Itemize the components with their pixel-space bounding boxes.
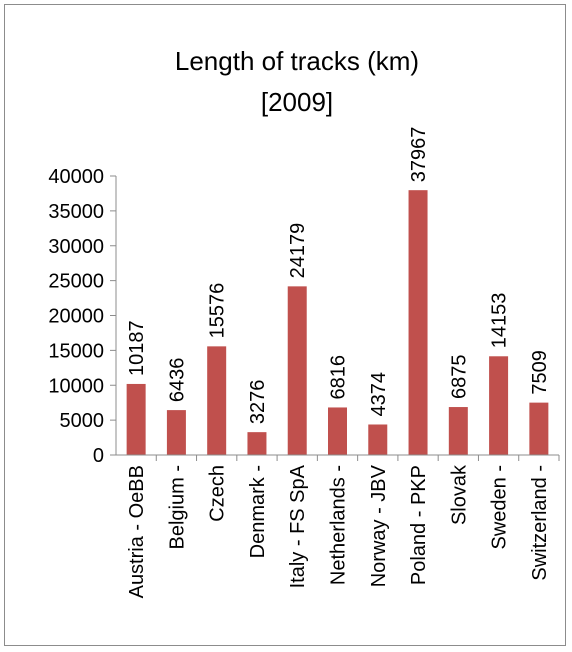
category-label: Sweden - <box>489 465 511 549</box>
chart-frame <box>4 4 566 646</box>
y-tick-label: 30000 <box>48 236 104 258</box>
y-tick-label: 5000 <box>60 410 105 432</box>
bar-value-label: 6816 <box>328 355 350 400</box>
y-axis-ticks: 0 5000 10000 15000 20000 25000 30000 35000 40000 <box>48 166 116 467</box>
category-label: Belgium - <box>166 465 188 549</box>
bar-value-label: 24179 <box>287 223 309 279</box>
y-tick-label: 35000 <box>48 201 104 223</box>
y-tick-label: 0 <box>93 445 104 467</box>
bar <box>368 424 388 455</box>
category-label: Italy - FS SpA <box>287 464 309 588</box>
bar <box>247 432 267 455</box>
category-label: Norway - JBV <box>368 464 390 587</box>
value-labels: 10187 6436 15576 3276 24179 6816 4374 37967 6875… <box>126 127 551 425</box>
bar <box>126 383 146 455</box>
category-label: Netherlands - <box>328 465 350 585</box>
bar <box>328 407 347 455</box>
category-labels: Austria - OeBB Belgium - Czech Denmark - Ita… <box>126 455 560 598</box>
bar-value-label: 6436 <box>166 358 188 403</box>
y-tick-label: 40000 <box>48 166 104 188</box>
y-tick-label: 20000 <box>48 306 104 328</box>
category-label: Czech <box>207 465 229 522</box>
bar-value-label: 15576 <box>207 283 229 339</box>
bar-value-label: 3276 <box>247 380 269 425</box>
bar-value-label: 10187 <box>126 320 148 376</box>
bar <box>489 356 509 455</box>
bar <box>166 410 186 455</box>
chart-title-line2: [2009] <box>261 87 333 117</box>
bar <box>207 346 227 455</box>
category-label: Switzerland - <box>529 465 551 581</box>
bar-value-label: 6875 <box>448 355 470 400</box>
bar <box>408 190 428 455</box>
category-label: Denmark - <box>247 465 269 558</box>
category-label: Austria - OeBB <box>126 465 148 598</box>
y-tick-label: 15000 <box>48 340 104 362</box>
bars <box>126 190 549 455</box>
bar-value-label: 37967 <box>408 127 430 183</box>
bar <box>529 402 549 455</box>
y-tick-label: 25000 <box>48 271 104 293</box>
bar-value-label: 14153 <box>489 293 511 349</box>
bar <box>448 407 468 455</box>
bar-value-label: 4374 <box>368 372 390 417</box>
y-tick-label: 10000 <box>48 375 104 397</box>
category-label: Slovak <box>448 464 470 525</box>
bar <box>287 286 307 455</box>
chart-title-line1: Length of tracks (km) <box>175 46 419 76</box>
bar-value-label: 7509 <box>529 350 551 395</box>
category-label: Poland - PKP <box>408 465 430 585</box>
